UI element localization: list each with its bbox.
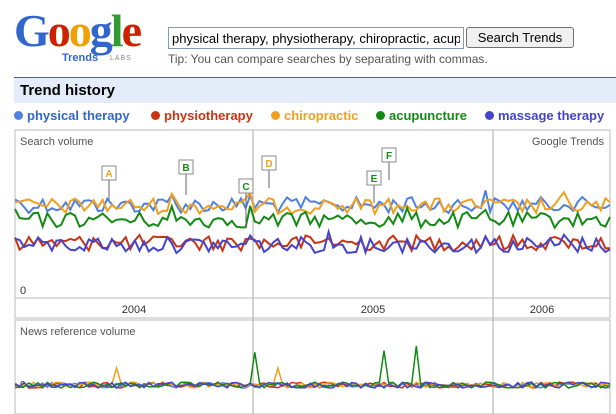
series-line-massage-therapy <box>14 228 611 256</box>
x-tick-2006: 2006 <box>530 304 554 316</box>
legend-physiotherapy[interactable]: physiotherapy <box>151 108 253 123</box>
annotation-marker-e[interactable] <box>366 170 382 186</box>
legend-dot-icon <box>376 111 385 120</box>
legend-label: physical therapy <box>27 108 130 123</box>
annotation-marker-c[interactable] <box>238 178 254 194</box>
legend-label: massage therapy <box>498 108 605 123</box>
news-series-line-4 <box>14 381 611 390</box>
annotation-label: B <box>182 163 189 174</box>
logo-wordmark: Google <box>14 5 142 56</box>
annotation-label: D <box>265 159 272 170</box>
trend-history-title: Trend history <box>20 82 116 99</box>
legend-dot-icon <box>151 111 160 120</box>
annotation-label: E <box>371 174 378 185</box>
legend-dot-icon <box>14 111 23 120</box>
annotation-marker-b[interactable] <box>178 159 194 175</box>
annotation-label: F <box>386 151 392 162</box>
series-line-chiropractic <box>14 190 611 217</box>
annotation-marker-a[interactable] <box>101 165 117 181</box>
y-axis-zero-label: 0 <box>20 285 26 297</box>
legend: physical therapy physiotherapy chiroprac… <box>14 108 616 128</box>
annotation-marker-f[interactable] <box>381 147 397 163</box>
logo-labs: LABS <box>110 55 132 62</box>
legend-label: chiropractic <box>284 108 359 123</box>
source-label: Google Trends <box>532 136 605 148</box>
annotation-label: A <box>105 169 112 180</box>
search-trends-button[interactable]: Search Trends <box>466 27 574 48</box>
legend-acupuncture[interactable]: acupuncture <box>376 108 467 123</box>
news-volume-title: News reference volume <box>20 326 136 338</box>
legend-label: acupuncture <box>389 108 468 123</box>
x-tick-2005: 2005 <box>361 304 385 316</box>
news-series-line-3 <box>15 345 611 389</box>
series-line-acupuncture <box>14 203 611 231</box>
search-volume-title: Search volume <box>20 136 93 148</box>
google-trends-logo[interactable]: Google Trends LABS <box>14 6 164 68</box>
search-volume-frame <box>14 129 611 319</box>
annotation-marker-d[interactable] <box>261 155 277 171</box>
legend-massage-therapy[interactable]: massage therapy <box>485 108 604 123</box>
annotation-label: C <box>242 182 249 193</box>
search-input[interactable] <box>168 27 464 49</box>
legend-dot-icon <box>271 111 280 120</box>
legend-physical-therapy[interactable]: physical therapy <box>14 108 130 123</box>
logo-subtitle: Trends <box>62 52 99 64</box>
legend-chiropractic[interactable]: chiropractic <box>271 108 358 123</box>
legend-dot-icon <box>485 111 494 120</box>
news-volume-frame <box>14 319 611 414</box>
legend-label: physiotherapy <box>164 108 253 123</box>
trend-history-header: Trend history <box>14 77 616 103</box>
x-tick-2004: 2004 <box>122 304 146 316</box>
search-tip: Tip: You can compare searches by separat… <box>168 52 488 66</box>
